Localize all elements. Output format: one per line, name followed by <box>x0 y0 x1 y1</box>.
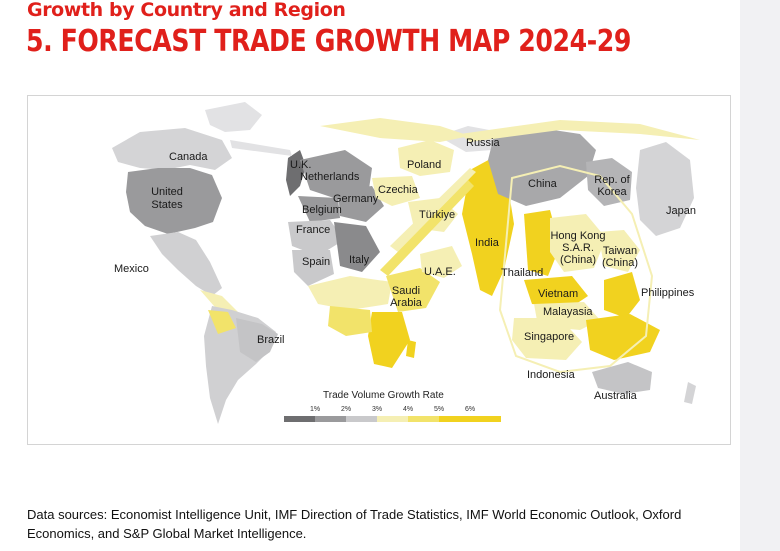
label-united-states: United States <box>151 186 183 211</box>
label-canada: Canada <box>169 151 208 163</box>
label-spain: Spain <box>302 256 331 268</box>
label-china: China <box>528 178 557 190</box>
legend-tick-5: 5% <box>433 406 445 413</box>
region-north-africa <box>308 276 392 310</box>
label-india: India <box>475 237 499 249</box>
label-uk: U.K. <box>290 159 312 171</box>
region-japan <box>636 142 694 236</box>
page-title: 5. FORECAST TRADE GROWTH MAP 2024-29 <box>26 24 631 59</box>
label-hong-kong: Hong Kong S.A.R. (China) <box>550 230 606 266</box>
legend-segment <box>470 416 501 422</box>
label-poland: Poland <box>407 159 442 171</box>
trade-flow-europe-asia <box>390 168 476 252</box>
legend-tick-4: 4% <box>402 406 414 413</box>
region-netherlands <box>300 150 372 200</box>
region-germany <box>338 186 384 222</box>
label-czechia: Czechia <box>378 184 418 196</box>
label-mexico: Mexico <box>114 263 149 275</box>
region-czechia <box>372 176 420 206</box>
region-mexico <box>150 232 222 296</box>
label-russia: Russia <box>466 137 500 149</box>
region-madagascar <box>406 340 416 358</box>
region-korea <box>586 158 632 206</box>
region-hong-kong <box>550 214 606 272</box>
legend-tick-6: 6% <box>464 406 476 413</box>
trade-flow-europe-asia-2 <box>380 180 474 276</box>
label-brazil: Brazil <box>257 334 285 346</box>
region-uae <box>420 246 462 278</box>
region-italy <box>334 222 380 272</box>
region-east-asia-outline <box>498 164 654 374</box>
region-canada <box>112 128 232 170</box>
label-japan: Japan <box>666 205 696 217</box>
legend-tick-3: 3% <box>371 406 383 413</box>
page-margin-strip <box>740 0 780 551</box>
region-saudi-arabia <box>386 268 440 312</box>
label-uae: U.A.E. <box>424 266 456 278</box>
label-italy: Italy <box>349 254 370 266</box>
legend-segment <box>408 416 439 422</box>
region-taiwan <box>598 230 640 272</box>
data-sources-note: Data sources: Economist Intelligence Uni… <box>27 507 682 541</box>
region-greenland <box>205 102 262 132</box>
label-france: France <box>296 224 331 236</box>
label-malaysia: Malayasia <box>543 306 593 318</box>
legend-segment <box>315 416 346 422</box>
region-poland <box>398 140 454 176</box>
label-korea: Rep. of Korea <box>594 174 630 198</box>
region-brazil <box>236 318 278 362</box>
region-colombia <box>208 310 236 334</box>
region-indonesia <box>586 314 660 360</box>
label-turkiye: Türkiye <box>419 209 456 221</box>
region-belgium <box>298 196 340 222</box>
label-saudi-arabia: Saudi Arabia <box>390 285 422 309</box>
region-china <box>488 128 596 206</box>
region-france <box>288 220 344 256</box>
legend-segment <box>439 416 470 422</box>
legend-segment <box>377 416 408 422</box>
trade-flow-north-europe <box>230 140 292 156</box>
trade-flow-arctic <box>460 120 700 142</box>
legend-tick-2: 2% <box>340 406 352 413</box>
label-netherlands: Netherlands <box>300 171 360 183</box>
legend-segment <box>284 416 315 422</box>
region-philippines <box>604 272 640 318</box>
label-indonesia: Indonesia <box>527 369 575 381</box>
region-united-states <box>126 168 222 234</box>
region-spain <box>292 250 334 286</box>
label-taiwan: Taiwan (China) <box>601 245 639 269</box>
legend-segment <box>346 416 377 422</box>
region-new-zealand <box>684 382 696 404</box>
label-germany: Germany <box>333 193 379 205</box>
label-belgium: Belgium <box>302 204 342 216</box>
section-subtitle: Growth by Country and Region <box>27 0 346 21</box>
label-vietnam: Vietnam <box>538 288 579 300</box>
label-australia: Australia <box>594 390 637 402</box>
label-thailand: Thailand <box>501 267 544 279</box>
legend-title: Trade Volume Growth Rate <box>323 390 444 401</box>
label-singapore: Singapore <box>524 331 575 343</box>
legend-color-scale <box>284 416 501 422</box>
label-philippines: Philippines <box>641 287 695 299</box>
legend-tick-1: 1% <box>309 406 321 413</box>
region-west-africa <box>328 306 372 336</box>
region-singapore <box>512 318 582 360</box>
region-australia <box>592 362 652 394</box>
region-east-africa <box>368 312 410 368</box>
region-vietnam <box>524 276 588 308</box>
region-arctic-connector <box>320 118 470 142</box>
